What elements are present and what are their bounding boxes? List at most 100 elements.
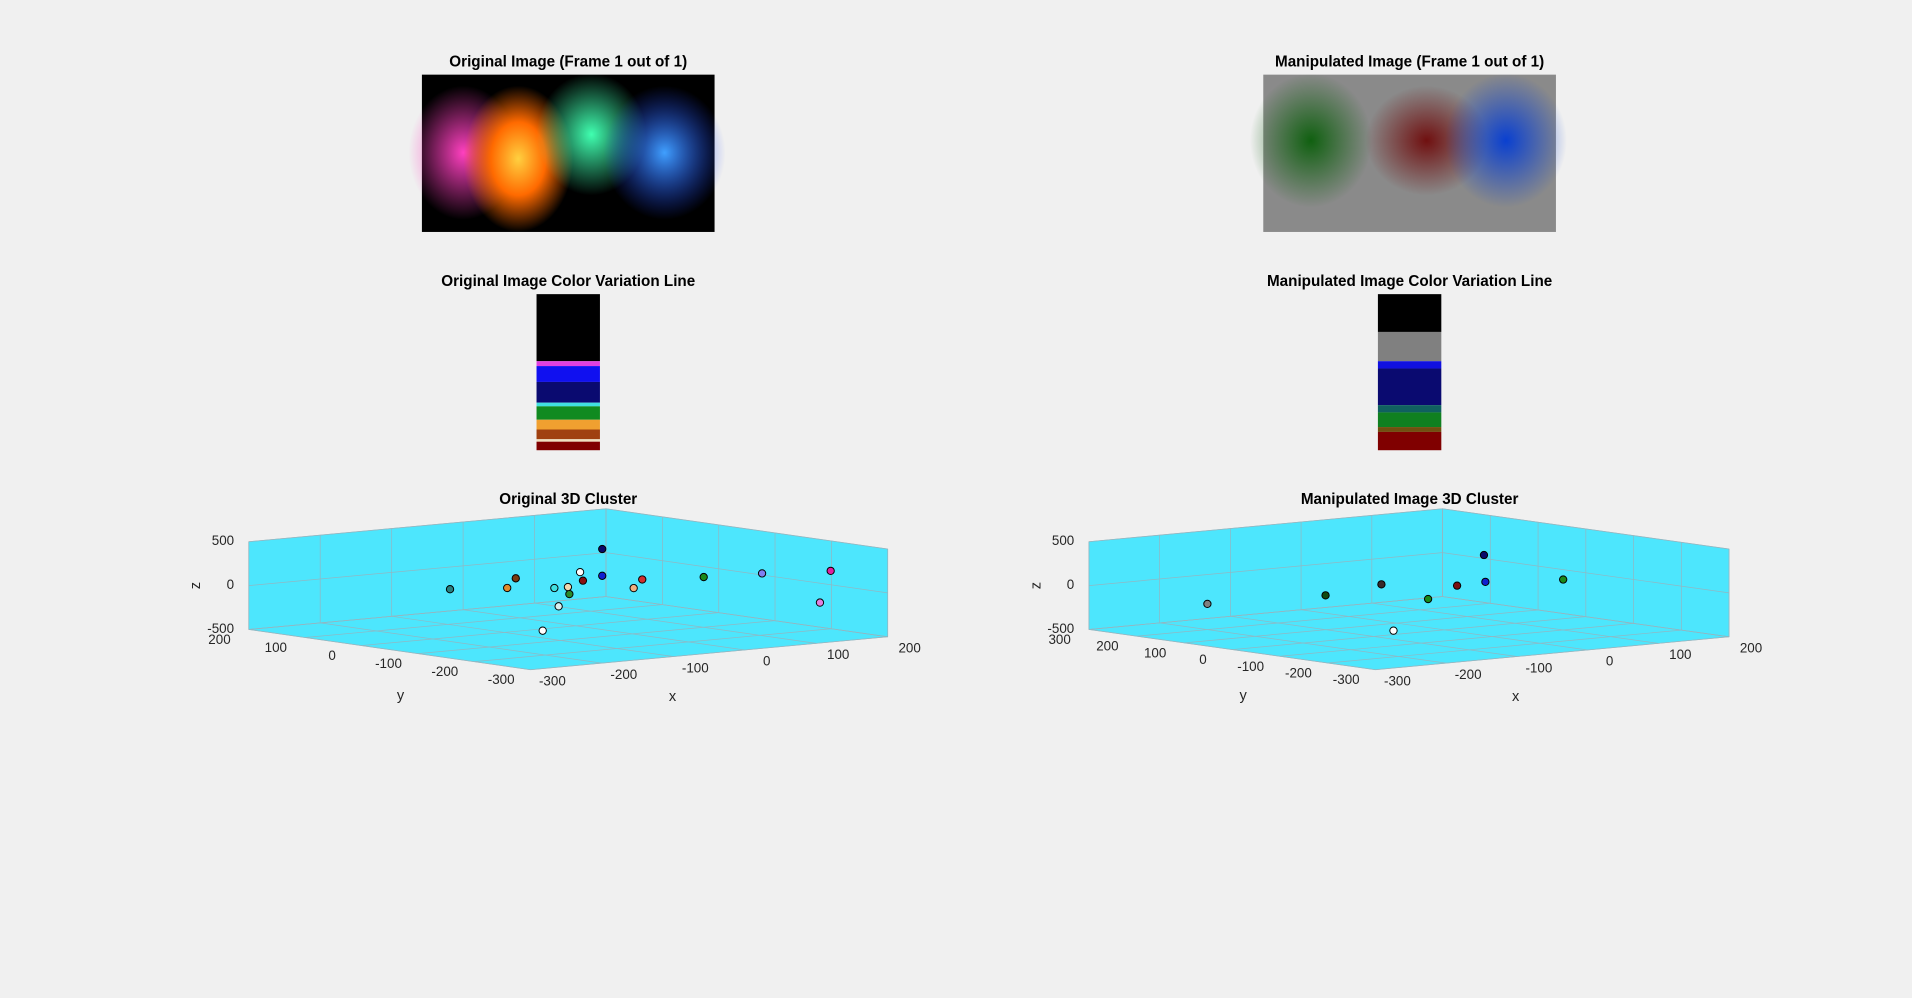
grid-line <box>1279 623 1634 657</box>
data-point <box>1559 575 1568 584</box>
data-point <box>578 576 588 585</box>
data-point <box>445 585 455 594</box>
grid-line <box>248 552 607 586</box>
grid-line <box>1375 636 1730 671</box>
grid-line <box>530 636 888 671</box>
y-tick-label: 200 <box>1096 639 1118 654</box>
manipulated-image <box>1249 73 1567 232</box>
grid-line <box>1442 596 1730 638</box>
data-point <box>550 583 559 593</box>
y-tick-label: -100 <box>1237 659 1264 674</box>
grid-line <box>605 596 888 638</box>
data-point <box>1321 591 1330 600</box>
z-tick-label: 0 <box>227 577 234 592</box>
grid-line <box>1136 602 1491 637</box>
data-point <box>629 583 638 593</box>
x-tick-label: 100 <box>1669 647 1691 662</box>
y-tick-label: 0 <box>1199 652 1206 667</box>
cluster-plots: Original 3D Cluster -300 -200 -100 0 100 200 -3… <box>188 491 1762 705</box>
strip-title: Original Image Color Variation Line <box>441 273 695 290</box>
grid-line <box>248 596 607 630</box>
grid-line <box>1232 616 1586 650</box>
y-tick-label: 0 <box>328 648 335 663</box>
grid-line <box>1442 508 1730 550</box>
color-strip <box>536 294 600 451</box>
y-tick-label: -200 <box>1285 666 1312 681</box>
data-point <box>757 569 767 578</box>
grid-line <box>605 552 888 594</box>
grid-line <box>248 629 531 671</box>
image-title: Original Image (Frame 1 out of 1) <box>449 53 687 70</box>
data-point <box>565 589 574 599</box>
grid-line <box>248 508 607 543</box>
z-tick-label: -500 <box>207 621 234 636</box>
data-point <box>598 571 607 580</box>
grid-line <box>463 609 745 651</box>
grid-line <box>474 628 832 663</box>
data-point <box>826 566 835 576</box>
data-point <box>1479 550 1489 560</box>
grid-line <box>1088 508 1443 543</box>
x-tick-label: 100 <box>827 647 849 662</box>
z-tick-label: 500 <box>212 533 234 548</box>
data-point <box>575 567 585 577</box>
x-tick-label: -300 <box>539 673 566 688</box>
data-point <box>1452 581 1462 590</box>
data-point <box>563 582 573 592</box>
data-point <box>538 626 547 635</box>
data-point <box>503 583 512 593</box>
x-tick-label: 0 <box>763 654 770 669</box>
data-point <box>598 544 607 554</box>
grid-line <box>1327 629 1682 664</box>
y-tick-label: -200 <box>431 664 458 679</box>
x-tick-label: -300 <box>1384 673 1411 688</box>
x-tick-label: 200 <box>1740 641 1762 656</box>
x-axis-label: x <box>1512 689 1520 705</box>
data-point <box>815 598 825 607</box>
x-axis-label: x <box>669 689 677 705</box>
grid-line <box>320 622 602 664</box>
grid-line <box>1184 609 1539 644</box>
color-strip <box>1377 294 1442 451</box>
z-tick-label: -500 <box>1047 621 1074 636</box>
grid-line <box>1088 552 1443 586</box>
image-title: Manipulated Image (Frame 1 out of 1) <box>1275 53 1544 70</box>
x-tick-label: -200 <box>1455 667 1482 682</box>
grid-line <box>391 615 674 657</box>
chart-title: Manipulated Image 3D Cluster <box>1301 491 1519 508</box>
y-tick-label: -300 <box>1333 672 1360 687</box>
z-axis-label: z <box>1028 582 1044 589</box>
z-tick-label: 0 <box>1067 577 1074 592</box>
y-tick-label: 200 <box>208 632 230 647</box>
strip-title: Manipulated Image Color Variation Line <box>1267 273 1552 290</box>
y-tick-label: 100 <box>1144 645 1166 660</box>
data-point <box>1423 594 1433 604</box>
data-point <box>1377 580 1386 589</box>
grid-line <box>534 602 817 644</box>
x-tick-label: 0 <box>1606 654 1613 669</box>
y-tick-label: -100 <box>375 656 402 671</box>
grid-line <box>417 620 776 654</box>
data-point <box>511 574 520 583</box>
data-point <box>1203 599 1212 609</box>
y-tick-label: 300 <box>1048 632 1070 647</box>
y-axis-label: y <box>1240 688 1248 704</box>
x-tick-label: 200 <box>898 641 920 656</box>
z-tick-label: 500 <box>1052 533 1074 548</box>
x-tick-label: -100 <box>1525 660 1552 675</box>
data-point <box>1481 577 1490 587</box>
y-tick-label: 100 <box>265 640 287 655</box>
data-point <box>699 572 708 582</box>
data-point <box>1389 626 1398 635</box>
y-axis-label: y <box>397 688 405 704</box>
data-point <box>638 575 647 584</box>
grid-line <box>1442 552 1730 594</box>
grid-line <box>305 604 663 638</box>
data-point <box>554 602 563 611</box>
grid-line <box>1088 596 1443 630</box>
x-tick-label: -100 <box>682 660 709 675</box>
y-tick-label: -300 <box>488 672 515 687</box>
z-axis-label: z <box>188 582 204 589</box>
